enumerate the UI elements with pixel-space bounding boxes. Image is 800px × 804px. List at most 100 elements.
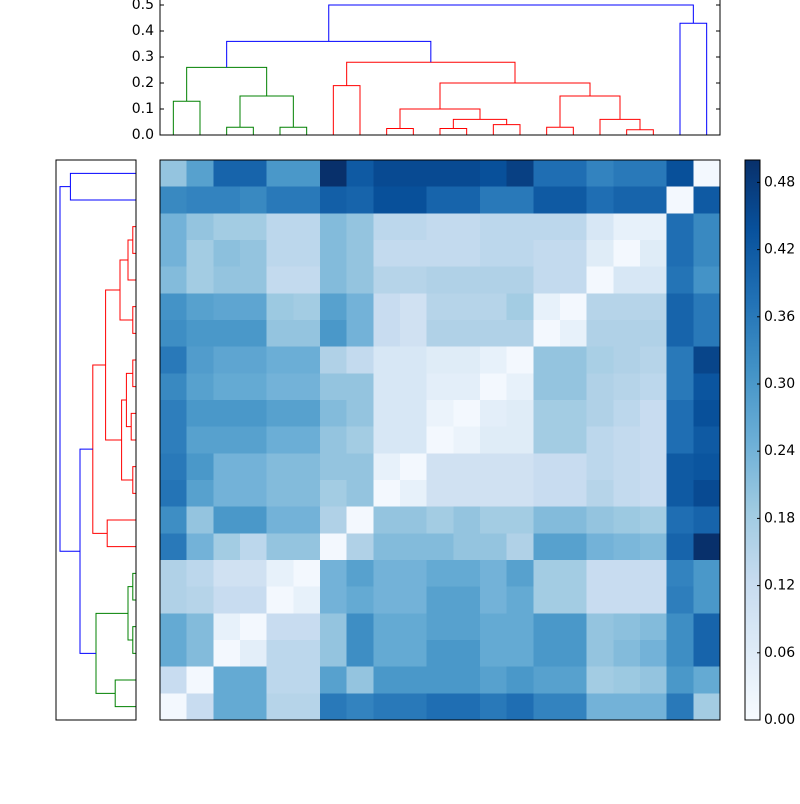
heatmap-cell (613, 426, 641, 454)
heatmap-cell (640, 213, 668, 241)
heatmap-cell (560, 533, 588, 561)
heatmap-cell (213, 240, 241, 268)
heatmap-cell (186, 560, 214, 588)
heatmap-cell (640, 426, 668, 454)
heatmap-cell (693, 506, 721, 534)
colorbar-tick-label: 0.24 (764, 443, 795, 459)
heatmap-cell (186, 426, 214, 454)
heatmap-cell (373, 266, 401, 294)
heatmap-cell (506, 186, 534, 214)
heatmap-cell (346, 613, 374, 641)
heatmap-cell (240, 293, 268, 321)
heatmap-cell (640, 666, 668, 694)
heatmap-cell (293, 293, 321, 321)
heatmap-cell (560, 266, 588, 294)
heatmap-cell (266, 266, 294, 294)
heatmap-cell (640, 160, 668, 188)
heatmap-cell (613, 666, 641, 694)
heatmap-cell (373, 240, 401, 268)
dendrogram-link (452, 118, 508, 129)
heatmap-cell (613, 346, 641, 374)
heatmap-cell (400, 453, 428, 481)
heatmap-cell (586, 373, 614, 401)
heatmap-cell (373, 560, 401, 588)
heatmap-cell (666, 400, 694, 428)
heatmap-cell (426, 293, 454, 321)
heatmap-cell (266, 240, 294, 268)
heatmap-cell (346, 213, 374, 241)
heatmap-cell (480, 560, 508, 588)
heatmap-cell (266, 160, 294, 188)
heatmap-cell (453, 480, 481, 508)
heatmap-cell (613, 320, 641, 348)
heatmap-cell (320, 400, 348, 428)
heatmap-cell (586, 560, 614, 588)
heatmap-cell (666, 293, 694, 321)
heatmap-cell (506, 533, 534, 561)
heatmap-cell (240, 693, 268, 721)
heatmap-cell (213, 293, 241, 321)
heatmap-cell (240, 613, 268, 641)
heatmap-cell (160, 666, 188, 694)
heatmap-cell (400, 320, 428, 348)
heatmap-cell (506, 240, 534, 268)
heatmap-cell (640, 400, 668, 428)
heatmap-cell (613, 693, 641, 721)
heatmap-cell (186, 160, 214, 188)
heatmap-cell (480, 506, 508, 534)
heatmap-cell (240, 533, 268, 561)
dendrogram-link (332, 85, 361, 135)
heatmap-cell (693, 160, 721, 188)
colorbar-tick-label: 0.06 (764, 645, 795, 661)
heatmap-cell (373, 586, 401, 614)
heatmap-cell (346, 240, 374, 268)
heatmap-cell (346, 346, 374, 374)
heatmap-cell (506, 373, 534, 401)
heatmap-cell (666, 560, 694, 588)
heatmap-cell (506, 453, 534, 481)
heatmap-cell (400, 426, 428, 454)
heatmap-cell (506, 613, 534, 641)
heatmap-cell (373, 693, 401, 721)
heatmap-cell (426, 266, 454, 294)
heatmap-cell (560, 293, 588, 321)
heatmap-cell (560, 426, 588, 454)
heatmap-cell (400, 400, 428, 428)
heatmap-cell (346, 400, 374, 428)
heatmap-cell (373, 160, 401, 188)
dendrogram-link (439, 128, 468, 135)
heatmap-cell (400, 693, 428, 721)
heatmap-cell (693, 453, 721, 481)
heatmap-cell (480, 480, 508, 508)
heatmap-cell (453, 666, 481, 694)
heatmap-cell (266, 400, 294, 428)
heatmap-cell (240, 373, 268, 401)
heatmap-cell (213, 613, 241, 641)
heatmap-cell (560, 400, 588, 428)
heatmap-cell (480, 533, 508, 561)
heatmap-cell (320, 560, 348, 588)
heatmap-cell (693, 186, 721, 214)
heatmap-cell (293, 480, 321, 508)
heatmap-cell (586, 453, 614, 481)
heatmap-cell (640, 346, 668, 374)
heatmap-cell (213, 213, 241, 241)
heatmap-cell (320, 586, 348, 614)
heatmap-cell (160, 240, 188, 268)
heatmap-cell (266, 666, 294, 694)
heatmap-cell (400, 506, 428, 534)
heatmap-cell (160, 693, 188, 721)
heatmap-cell (453, 560, 481, 588)
heatmap-cell (213, 693, 241, 721)
heatmap-cell (320, 320, 348, 348)
heatmap-cell (320, 640, 348, 668)
heatmap-cell (613, 586, 641, 614)
heatmap-cell (240, 213, 268, 241)
colorbar-tick-label: 0.48 (764, 174, 795, 190)
heatmap-cell (586, 613, 614, 641)
heatmap-cell (293, 533, 321, 561)
heatmap-cell (400, 373, 428, 401)
heatmap-cell (213, 506, 241, 534)
heatmap-cell (640, 293, 668, 321)
